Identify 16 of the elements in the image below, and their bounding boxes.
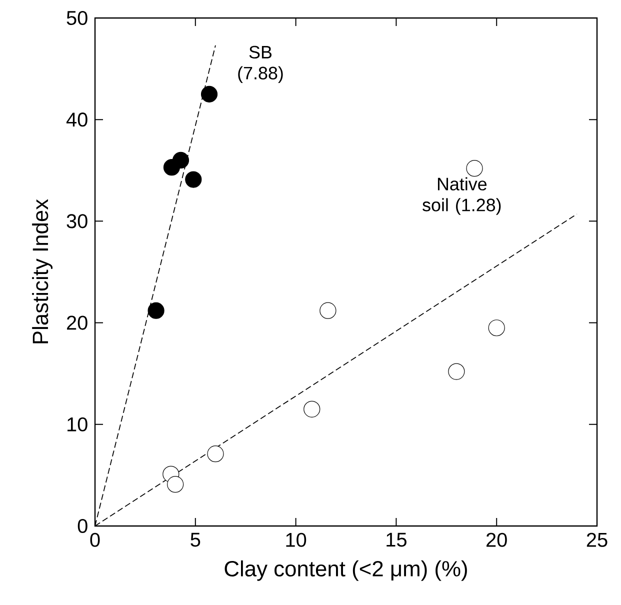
y-tick-label: 10 [68, 417, 88, 432]
y-tick-label: 0 [78, 518, 88, 534]
x-tick-label: 5 [190, 532, 200, 547]
annotation: Native soil (1.28) [422, 177, 501, 215]
x-tick-label: 20 [486, 532, 507, 547]
x-tick-label: 25 [586, 532, 608, 547]
x-tick-label: 10 [286, 532, 306, 547]
y-axis-title: Plasticity Index [32, 199, 53, 344]
y-tick-label: 30 [66, 214, 88, 228]
annotation: SB (7.88) [238, 46, 283, 83]
x-tick-label: 0 [90, 532, 100, 547]
x-tick-label: 15 [386, 532, 406, 547]
x-axis-title: Clay content (<2 μm) (%) [224, 560, 467, 581]
y-tick-label: 50 [66, 10, 88, 26]
y-tick-label: 40 [66, 112, 88, 127]
y-tick-label: 20 [67, 316, 88, 330]
